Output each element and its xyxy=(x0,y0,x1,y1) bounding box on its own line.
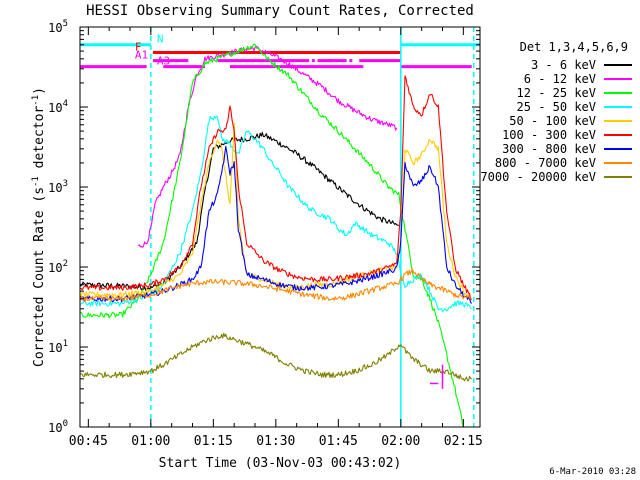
y-tick-exponent: 1 xyxy=(63,339,68,349)
series-group xyxy=(79,43,473,428)
x-tick-label: 01:30 xyxy=(256,434,295,449)
flag-label-a3: A3 xyxy=(157,55,170,68)
legend-label: 300 - 800 keV xyxy=(502,142,596,156)
y-axis-label: Corrected Count Rate (s-1 detector-1) xyxy=(31,87,47,367)
flag-label-a1: A1 xyxy=(135,49,148,62)
series-line-8 xyxy=(79,332,472,382)
x-tick-label: 00:45 xyxy=(69,434,108,449)
plot-frame xyxy=(79,26,481,428)
flag-dot-a1 xyxy=(328,59,332,63)
y-tick-label: 101 xyxy=(48,339,68,355)
legend-label: 25 - 50 keV xyxy=(517,100,596,114)
y-axis-label-mid: detector xyxy=(32,106,47,177)
y-axis-label-sup2: -1 xyxy=(31,95,41,106)
x-tick-label: 02:00 xyxy=(381,434,420,449)
chart-title: HESSI Observing Summary Count Rates, Cor… xyxy=(86,3,474,19)
y-axis-label-sup1: -1 xyxy=(31,176,41,187)
series-line-7 xyxy=(79,268,472,303)
series-line-0 xyxy=(79,131,399,291)
y-tick-exponent: 2 xyxy=(63,259,68,269)
legend-label: 800 - 7000 keV xyxy=(495,156,596,170)
x-tick-label: 01:15 xyxy=(194,434,233,449)
y-tick-base: 10 xyxy=(48,261,62,275)
y-tick-label: 105 xyxy=(48,19,68,35)
legend-label: 12 - 25 keV xyxy=(517,86,596,100)
y-tick-label: 104 xyxy=(48,99,68,115)
observing-flag-bars: N FA1 A3 xyxy=(80,33,480,69)
y-axis-label-end: ) xyxy=(32,87,47,95)
flag-label-f: F xyxy=(135,41,142,54)
series-line-5 xyxy=(79,75,473,301)
y-tick-exponent: 5 xyxy=(63,19,68,29)
legend-label: 3 - 6 keV xyxy=(531,58,596,72)
x-axis-label: Start Time (03-Nov-03 00:43:02) xyxy=(159,456,402,471)
x-tick-label: 02:15 xyxy=(444,434,483,449)
y-tick-label: 100 xyxy=(48,419,68,435)
y-tick-base: 10 xyxy=(48,21,62,35)
y-tick-base: 10 xyxy=(48,421,62,435)
series-line-1 xyxy=(138,45,398,248)
flag-dot-a1 xyxy=(311,59,315,63)
x-tick-label: 01:00 xyxy=(131,434,170,449)
y-tick-base: 10 xyxy=(48,101,62,115)
y-tick-exponent: 4 xyxy=(63,99,68,109)
flag-dot-a1 xyxy=(349,59,353,63)
generation-timestamp: 6-Mar-2010 03:28 xyxy=(549,467,636,477)
x-tick-label: 01:45 xyxy=(319,434,358,449)
extra-marks xyxy=(430,364,444,389)
series-line-4 xyxy=(79,122,473,301)
y-tick-base: 10 xyxy=(48,341,62,355)
x-axis-ticks: 00:45 01:00 01:15 01:30 01:45 02:00 02:15 xyxy=(69,27,483,449)
y-tick-label: 103 xyxy=(48,179,68,195)
legend-label: 100 - 300 keV xyxy=(502,128,596,142)
legend-title: Det 1,3,4,5,6,9 xyxy=(520,40,628,54)
legend-label: 50 - 100 keV xyxy=(509,114,596,128)
flag-label-n: N xyxy=(157,33,164,46)
y-tick-base: 10 xyxy=(48,181,62,195)
y-tick-label: 102 xyxy=(48,259,68,275)
y-axis-label-main: Corrected Count Rate (s xyxy=(32,187,47,367)
legend-label: 7000 - 20000 keV xyxy=(480,170,596,184)
y-tick-exponent: 3 xyxy=(63,179,68,189)
legend-label: 6 - 12 keV xyxy=(524,72,596,86)
y-tick-exponent: 0 xyxy=(63,419,68,429)
